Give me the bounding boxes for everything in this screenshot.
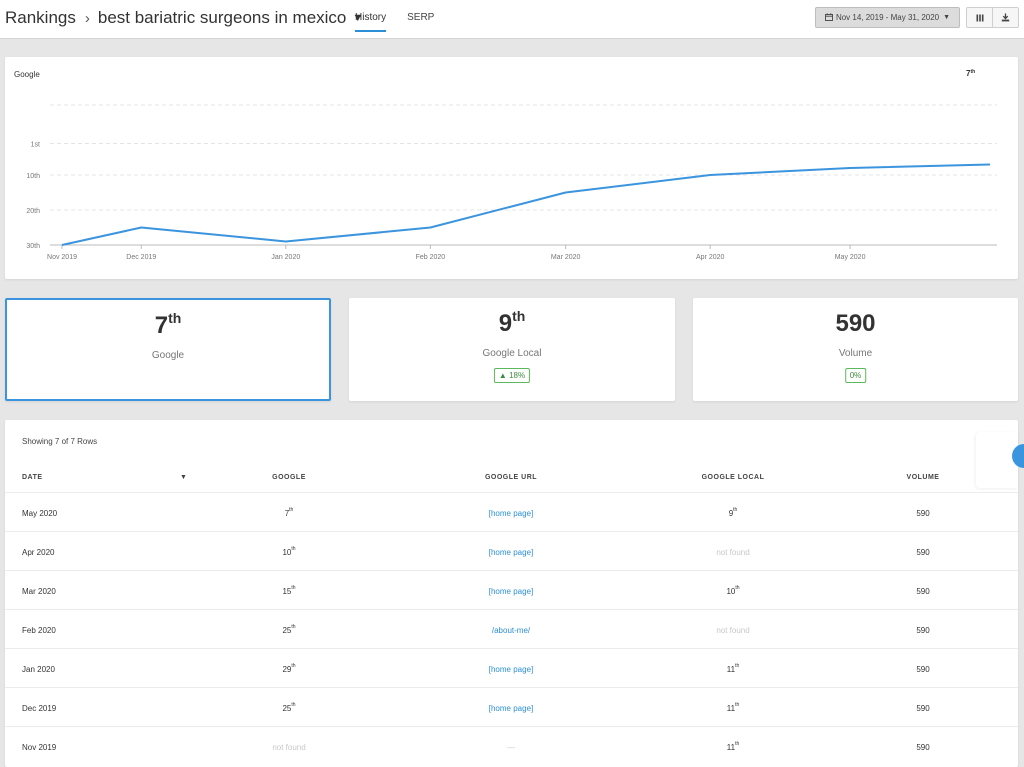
history-table: Showing 7 of 7 Rows DATE ▼ GOOGLE GOOGLE… <box>5 420 1018 767</box>
cell-date: Dec 2019 <box>22 704 57 713</box>
stat-google-label: Google <box>151 350 185 361</box>
chart-series-label: Google <box>14 70 40 79</box>
column-header-google-url[interactable]: GOOGLE URL <box>484 474 538 481</box>
cell-google-rank: 10th <box>282 546 296 557</box>
table-row: Mar 2020 15th [home page] 10th 590 <box>5 570 1018 609</box>
cell-volume: 590 <box>916 587 930 596</box>
column-header-volume[interactable]: VOLUME <box>906 474 940 481</box>
toolbar-buttons <box>966 7 1019 28</box>
tab-serp[interactable]: SERP <box>407 12 435 23</box>
cell-google-local: 10th <box>726 585 740 596</box>
cell-date: Feb 2020 <box>22 626 56 635</box>
stat-volume-value: 590 <box>835 310 876 337</box>
side-panel-handle[interactable] <box>1012 444 1024 468</box>
cell-google-url[interactable]: [home page] <box>488 587 534 596</box>
top-bar: Rankings › best bariatric surgeons in me… <box>0 0 1024 39</box>
stat-volume-label: Volume <box>838 348 873 359</box>
x-tick-label: May 2020 <box>835 254 866 261</box>
columns-button[interactable] <box>967 8 992 27</box>
cell-google-rank: not found <box>272 743 306 752</box>
cell-google-local: 9th <box>728 507 738 518</box>
cell-google-rank: 7th <box>284 507 294 518</box>
cell-google-rank: 15th <box>282 585 296 596</box>
cell-google-local: 11th <box>726 702 740 713</box>
cell-google-url[interactable]: [home page] <box>488 704 534 713</box>
cell-volume: 590 <box>916 743 930 752</box>
stat-google-local-value: 9th <box>498 308 526 337</box>
y-tick-label: 30th <box>26 243 40 250</box>
y-tick-label: 10th <box>26 173 40 180</box>
ranking-history-chart: Google 7th 1st 10th 20th 30th Nov 2019 Dec 2019… <box>5 57 1018 279</box>
cell-date: May 2020 <box>22 509 58 518</box>
cell-date: Nov 2019 <box>22 743 57 752</box>
date-range-button[interactable]: Nov 14, 2019 - May 31, 2020 ▼ <box>815 7 960 28</box>
change-badge: ▲ 18% <box>493 368 531 383</box>
ranking-chart-svg: Google 7th 1st 10th 20th 30th Nov 2019 Dec 2019… <box>14 69 997 261</box>
x-tick-label: Nov 2019 <box>47 254 77 261</box>
table-row: Jan 2020 29th [home page] 11th 590 <box>5 648 1018 687</box>
stat-card-google-local[interactable]: 9th Google Local ▲ 18% <box>349 298 675 401</box>
y-tick-label: 20th <box>26 208 40 215</box>
row-count-label: Showing 7 of 7 Rows <box>22 437 98 446</box>
breadcrumb: Rankings › best bariatric surgeons in me… <box>5 8 363 28</box>
cell-volume: 590 <box>916 626 930 635</box>
download-icon <box>1001 13 1010 22</box>
stat-card-google[interactable]: 7th Google <box>5 298 331 401</box>
cell-volume: 590 <box>916 509 930 518</box>
cell-google-url[interactable]: [home page] <box>488 509 534 518</box>
cell-google-url: — <box>507 743 515 752</box>
table-row: Apr 2020 10th [home page] not found 590 <box>5 531 1018 570</box>
sort-desc-icon[interactable]: ▼ <box>180 474 187 481</box>
x-tick-label: Mar 2020 <box>551 254 581 261</box>
stat-google-value: 7th <box>154 310 182 339</box>
calendar-icon <box>824 12 833 23</box>
tab-history[interactable]: History <box>355 12 387 32</box>
x-tick-label: Apr 2020 <box>696 254 725 261</box>
cell-google-local: not found <box>716 626 750 635</box>
date-range-label: Nov 14, 2019 - May 31, 2020 <box>835 13 940 22</box>
table-row: May 2020 7th [home page] 9th 590 <box>5 492 1018 531</box>
cell-google-local: 11th <box>726 663 740 674</box>
x-tick-label: Jan 2020 <box>271 254 300 261</box>
x-tick-label: Dec 2019 <box>126 254 156 261</box>
columns-icon <box>976 14 983 21</box>
cell-google-local: not found <box>716 548 750 557</box>
cell-google-local: 11th <box>726 741 740 752</box>
cell-google-rank: 25th <box>282 624 296 635</box>
rank-series-line <box>61 163 991 246</box>
breadcrumb-rankings[interactable]: Rankings <box>5 8 76 27</box>
cell-google-rank: 25th <box>282 702 296 713</box>
cell-date: Apr 2020 <box>22 548 55 557</box>
cell-volume: 590 <box>916 665 930 674</box>
breadcrumb-separator-icon: › <box>84 9 90 27</box>
table-row: Dec 2019 25th [home page] 11th 590 <box>5 687 1018 726</box>
stat-card-volume[interactable]: 590 Volume 0% <box>693 298 1018 401</box>
keyword-dropdown-icon[interactable]: ▼ <box>352 12 364 24</box>
x-tick-label: Feb 2020 <box>416 254 446 261</box>
cell-date: Jan 2020 <box>22 665 55 674</box>
column-header-date[interactable]: DATE <box>22 474 43 481</box>
stat-google-local-label: Google Local <box>482 348 542 359</box>
chevron-down-icon: ▼ <box>943 14 951 21</box>
table-row: Nov 2019 not found — 11th 590 <box>5 726 1018 765</box>
keyword-title[interactable]: best bariatric surgeons in mexico <box>97 8 347 27</box>
cell-google-rank: 29th <box>282 663 296 674</box>
download-button[interactable] <box>992 8 1018 27</box>
cell-google-url[interactable]: [home page] <box>488 548 534 557</box>
cell-google-url[interactable]: /about-me/ <box>491 626 531 635</box>
column-header-google-local[interactable]: GOOGLE LOCAL <box>701 474 765 481</box>
cell-volume: 590 <box>916 548 930 557</box>
chart-current-rank: 7th <box>966 69 975 78</box>
table-row: Feb 2020 25th/about-me/not found 590 <box>5 609 1018 648</box>
side-panel-tab[interactable] <box>976 432 1018 488</box>
y-tick-label: 1st <box>31 142 40 149</box>
column-header-google[interactable]: GOOGLE <box>272 474 306 481</box>
view-tabs: History SERP <box>355 12 455 32</box>
cell-volume: 590 <box>916 704 930 713</box>
cell-google-url[interactable]: [home page] <box>488 665 534 674</box>
cell-date: Mar 2020 <box>22 587 56 596</box>
change-badge: 0% <box>844 368 867 383</box>
